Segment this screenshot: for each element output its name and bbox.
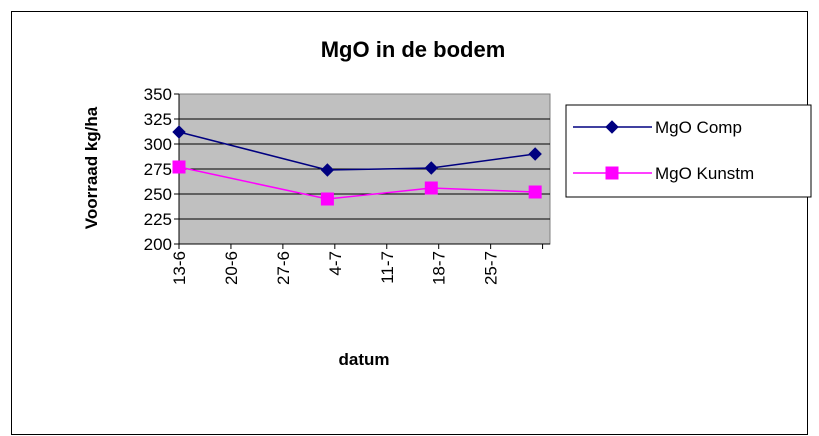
x-axis: 13-6 20-6 27-6 4-7 11-7 18-7 25-7 <box>170 243 550 285</box>
y-tick-label: 300 <box>144 135 172 154</box>
chart-title: MgO in de bodem <box>321 37 506 62</box>
legend-label: MgO Comp <box>655 118 742 137</box>
x-tick-label: 18-7 <box>430 251 449 285</box>
data-point <box>528 147 542 161</box>
x-tick-label: 25-7 <box>482 251 501 285</box>
x-tick-label: 4-7 <box>326 251 345 276</box>
legend-box <box>565 104 812 198</box>
x-tick-label: 13-6 <box>170 251 189 285</box>
x-tick-label: 11-7 <box>378 251 397 284</box>
series-line <box>178 166 536 200</box>
y-tick-label: 325 <box>144 110 172 129</box>
data-point <box>172 125 186 139</box>
y-tick-label: 275 <box>144 160 172 179</box>
y-tick-label: 225 <box>144 210 172 229</box>
legend-item: MgO Kunstm <box>573 164 754 183</box>
series-group <box>172 125 542 206</box>
y-tick-label: 350 <box>144 85 172 104</box>
legend: MgO Comp MgO Kunstm <box>573 118 754 183</box>
y-axis: 200 225 250 275 300 325 350 <box>144 85 180 254</box>
legend-item: MgO Comp <box>573 118 742 137</box>
y-axis-label: Voorraad kg/ha <box>82 106 101 229</box>
x-axis-label: datum <box>339 350 390 369</box>
legend-marker <box>605 120 619 134</box>
series-line <box>178 131 536 171</box>
data-point <box>424 181 438 195</box>
x-tick-label: 27-6 <box>274 251 293 285</box>
data-point <box>320 192 334 206</box>
data-point <box>320 163 335 177</box>
legend-label: MgO Kunstm <box>655 164 754 183</box>
legend-marker <box>605 166 619 180</box>
series-1 <box>172 125 542 177</box>
data-point <box>424 161 438 175</box>
y-tick-label: 250 <box>144 185 172 204</box>
y-tick-label: 200 <box>144 235 172 254</box>
series-2 <box>172 160 542 206</box>
data-point <box>528 185 542 199</box>
x-tick-label: 20-6 <box>222 251 241 285</box>
data-point <box>172 160 186 174</box>
